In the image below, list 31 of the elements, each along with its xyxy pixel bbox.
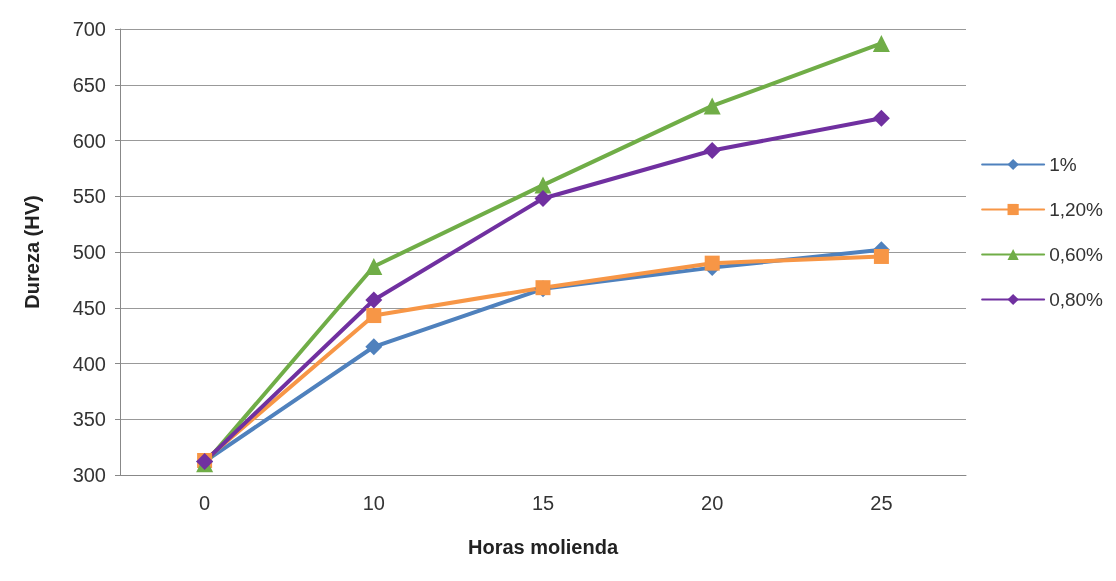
point: [873, 248, 889, 264]
y-tick-label: 650: [72, 73, 106, 96]
y-tick-label: 450: [72, 296, 106, 319]
point: [365, 338, 383, 356]
point: [703, 142, 721, 160]
point: [872, 109, 890, 127]
y-tick-label: 500: [72, 241, 106, 263]
y-tick-label: 400: [72, 352, 106, 375]
legend-label: 1%: [1049, 154, 1077, 175]
x-tick-label: 0: [199, 492, 211, 514]
point: [704, 255, 720, 271]
legend-label: 0,80%: [1049, 289, 1104, 310]
x-tick-label: 10: [362, 492, 385, 514]
point: [703, 97, 721, 115]
point: [365, 291, 383, 309]
point: [872, 34, 890, 52]
x-tick-label: 25: [870, 492, 893, 514]
y-tick-label: 600: [72, 129, 106, 152]
point: [534, 189, 552, 207]
legend-label: 1,20%: [1049, 199, 1104, 220]
x-axis-title: Horas molienda: [467, 536, 619, 558]
x-tick-label: 15: [531, 492, 555, 514]
point: [365, 257, 383, 275]
y-tick-label: 300: [72, 464, 106, 486]
y-tick-label: 550: [72, 185, 106, 208]
y-tick-label: 700: [72, 18, 106, 40]
y-axis-title: Dureza (HV): [21, 195, 43, 309]
legend-label: 0,60%: [1049, 244, 1104, 265]
y-tick-label: 350: [72, 408, 106, 431]
x-tick-label: 20: [701, 492, 724, 514]
point: [366, 308, 382, 324]
